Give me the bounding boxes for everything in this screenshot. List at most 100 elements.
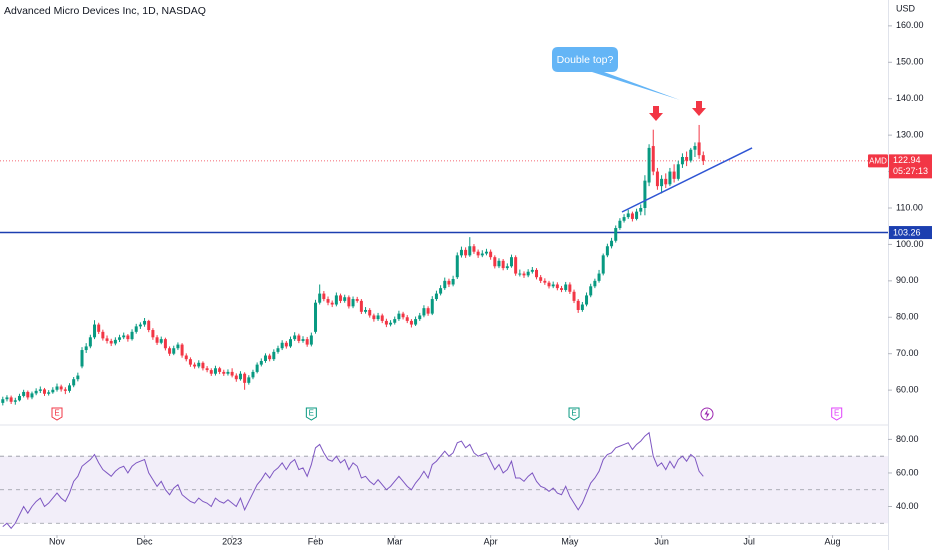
candle-body: [480, 253, 484, 256]
candle-body: [197, 362, 201, 367]
candle-body: [330, 302, 334, 305]
candle-body: [339, 295, 343, 301]
countdown-label: 05:27:13: [893, 166, 928, 176]
candle-body: [134, 326, 138, 332]
candle-body: [580, 304, 584, 310]
candle-body: [601, 255, 605, 274]
x-tick-label: May: [561, 536, 579, 546]
candle-body: [126, 335, 130, 340]
candle-body: [364, 309, 368, 312]
candle-body: [305, 339, 309, 345]
candle-body: [88, 337, 92, 347]
candle-body: [13, 400, 17, 402]
candle-body: [247, 377, 251, 383]
candle-body: [184, 355, 188, 360]
candle-body: [434, 293, 438, 300]
candle-body: [84, 346, 88, 351]
trendline: [621, 147, 753, 213]
candle-body: [155, 337, 159, 343]
candle-body: [147, 320, 151, 331]
candle-body: [422, 308, 426, 316]
candle-body: [539, 277, 543, 281]
x-tick-label: Apr: [484, 536, 498, 546]
event-label: E: [834, 409, 839, 418]
last-price-label: 122.94: [893, 155, 921, 165]
x-tick-label: 2023: [222, 536, 242, 546]
candle-body: [455, 255, 459, 278]
candle-body: [238, 373, 242, 380]
candle-body: [347, 297, 351, 307]
candle-body: [143, 320, 147, 325]
candle-body: [168, 348, 172, 354]
candle-body: [193, 364, 197, 367]
candle-body: [226, 371, 230, 374]
candle-body: [293, 335, 297, 340]
x-tick-label: Dec: [137, 536, 154, 546]
last-price-box: [889, 154, 932, 179]
candle-body: [230, 371, 234, 376]
candle-body: [680, 156, 684, 165]
y-tick-label: 150.00: [896, 57, 924, 67]
callout-text: Double top?: [557, 54, 614, 66]
candle-body: [268, 355, 272, 360]
candle-body: [113, 339, 117, 344]
candle-body: [514, 257, 518, 274]
candle-body: [547, 282, 551, 287]
candle-body: [647, 147, 651, 183]
candle-body: [401, 313, 405, 318]
dividend-icon: [700, 407, 714, 421]
candle-body: [389, 322, 393, 325]
candle-body: [72, 379, 76, 386]
candle-body: [660, 178, 664, 187]
candle-body: [697, 142, 701, 156]
y-tick-label: 70.00: [896, 348, 919, 358]
candle-body: [63, 389, 67, 391]
candle-body: [51, 389, 55, 393]
candle-body: [522, 273, 526, 276]
currency-label: USD: [896, 3, 916, 13]
candle-body: [418, 315, 422, 320]
event-marker: [568, 407, 580, 421]
event-marker: [831, 407, 843, 421]
candle-body: [122, 335, 126, 338]
candle-body: [384, 320, 388, 325]
candle-body: [322, 293, 326, 300]
candle-body: [1, 399, 5, 403]
callout-bubble: [552, 47, 680, 100]
candle-body: [397, 313, 401, 320]
candle-body: [34, 390, 38, 394]
candle-body: [651, 146, 655, 172]
level-label-box: [889, 226, 932, 240]
candle-body: [368, 309, 372, 316]
y-tick-label: 140.00: [896, 93, 924, 103]
candle-body: [272, 351, 276, 360]
candle-body: [93, 324, 97, 338]
candle-body: [405, 317, 409, 321]
candle-body: [493, 257, 497, 267]
candle-body: [605, 246, 609, 256]
event-marker: [51, 407, 63, 421]
candle-body: [568, 284, 572, 292]
candle-body: [639, 207, 643, 212]
candle-body: [505, 266, 509, 269]
candle-body: [251, 371, 255, 378]
candle-body: [589, 286, 593, 296]
candle-body: [614, 228, 618, 241]
y-tick-label: 160.00: [896, 20, 924, 30]
candle-body: [472, 246, 476, 252]
candle-body: [622, 217, 626, 221]
candle-body: [443, 280, 447, 289]
candle-body: [176, 344, 180, 349]
candle-body: [17, 395, 21, 401]
candle-body: [426, 308, 430, 314]
candle-body: [201, 362, 205, 369]
candle-body: [326, 299, 330, 303]
candle-body: [118, 337, 122, 340]
candle-body: [138, 324, 142, 327]
candle-body: [213, 368, 217, 374]
candle-body: [309, 335, 313, 345]
y-tick-label: 80.00: [896, 434, 919, 444]
x-tick-label: Mar: [387, 536, 403, 546]
candle-body: [664, 178, 668, 185]
